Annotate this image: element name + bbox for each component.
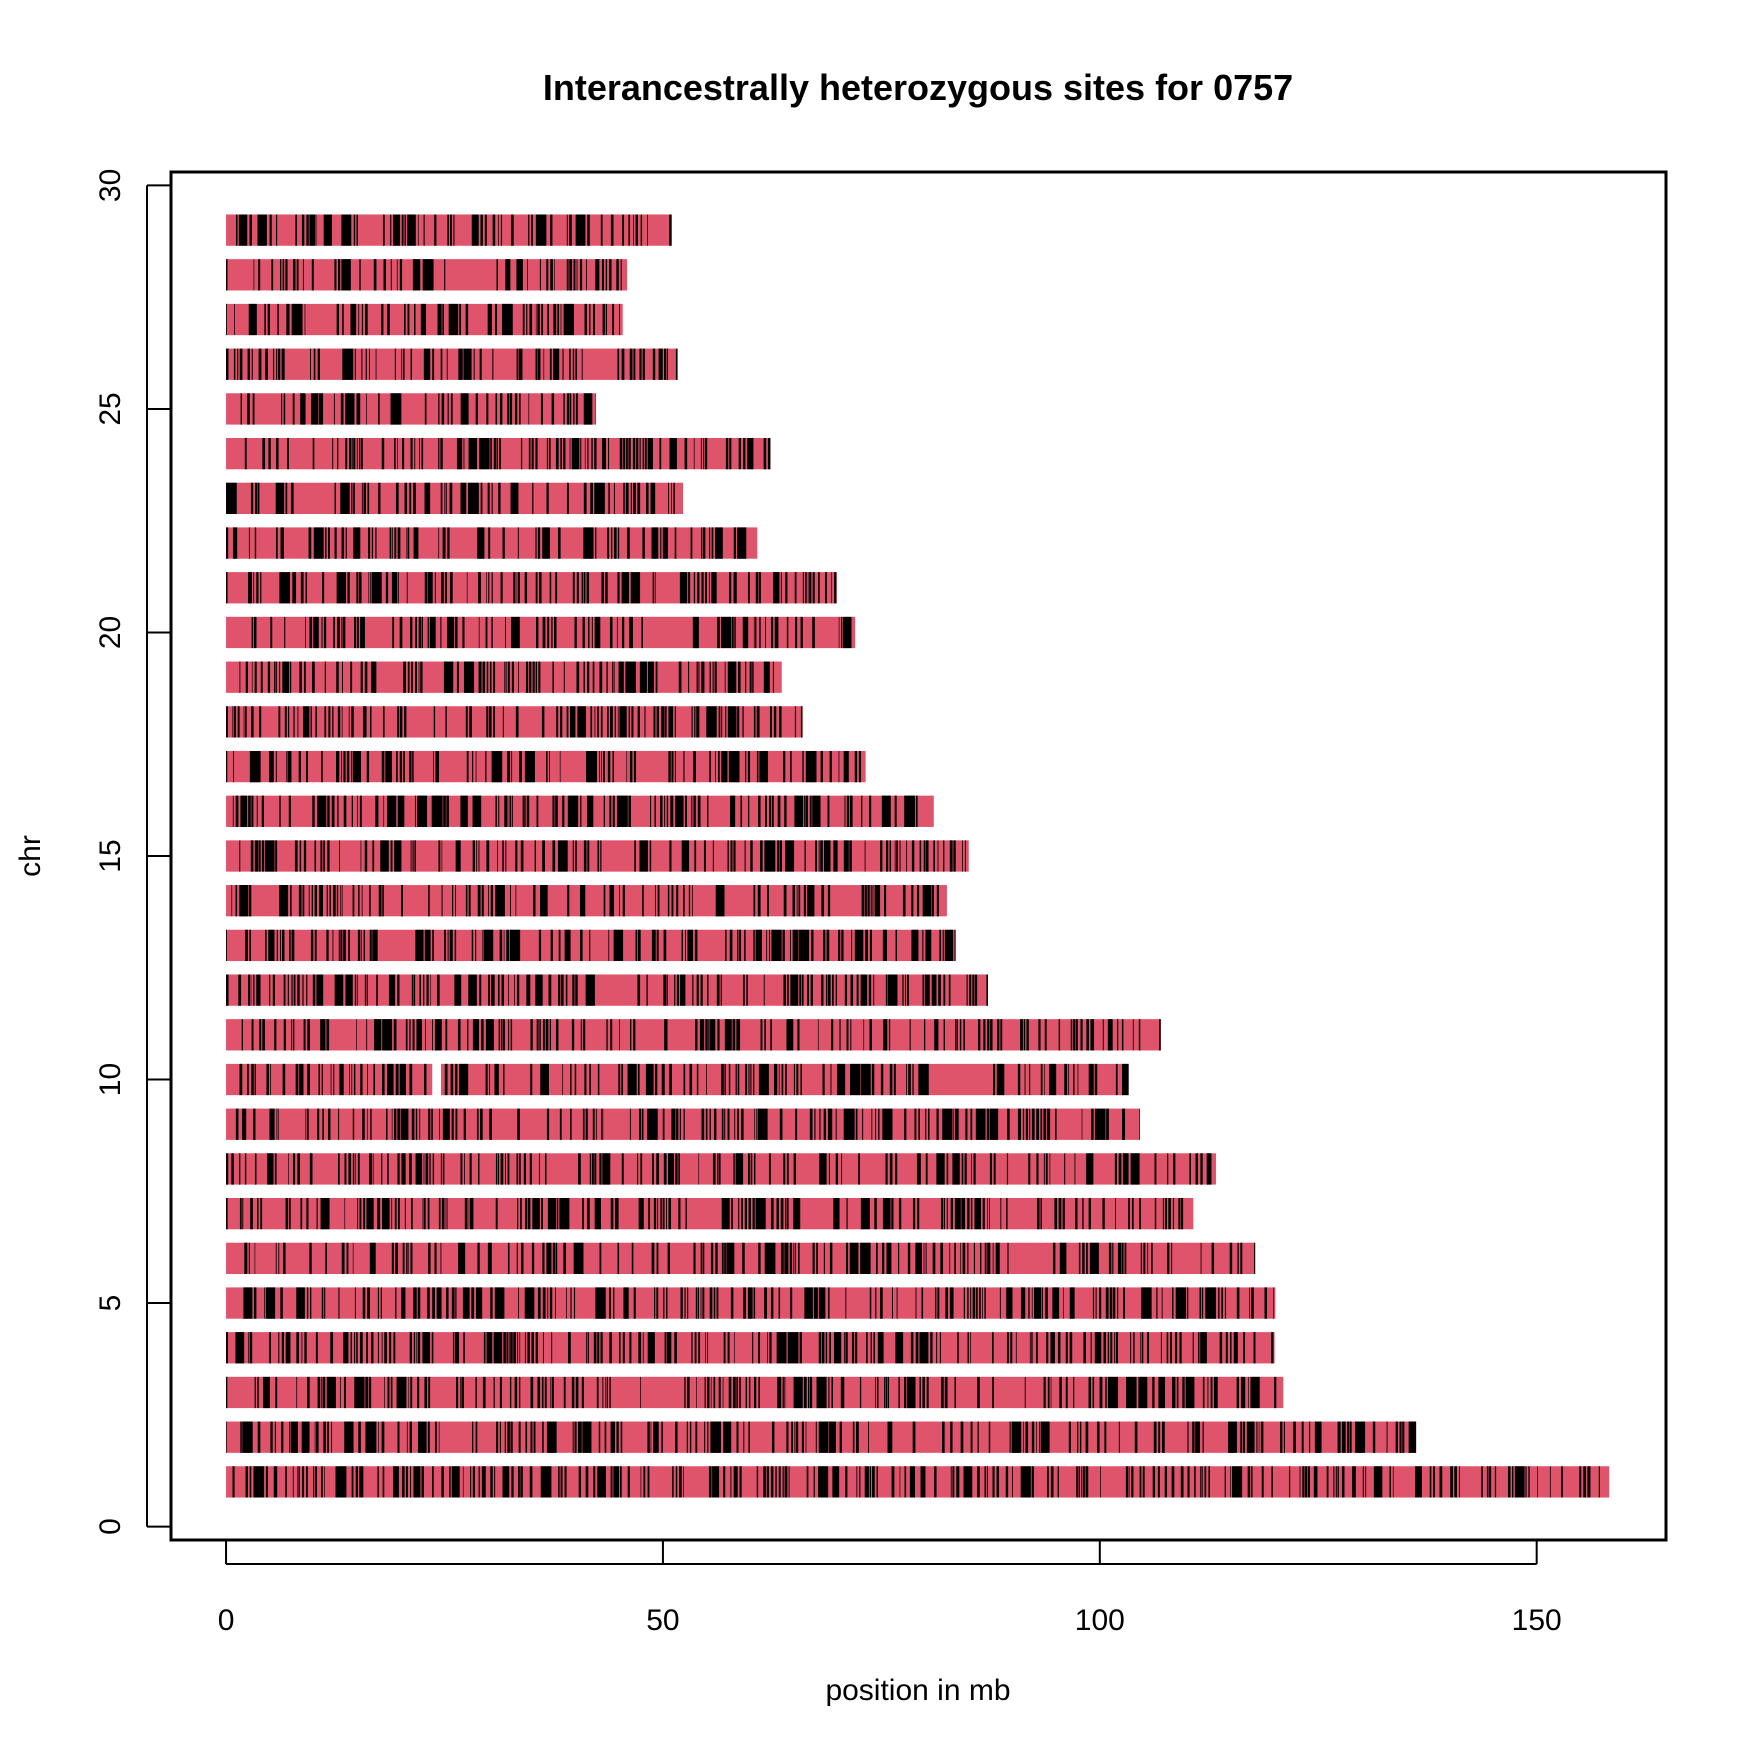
chromosome-bar-25 <box>226 393 596 425</box>
x-tick-label: 50 <box>646 1604 679 1637</box>
chromosome-sites <box>226 1332 1274 1364</box>
chromosome-bar-28 <box>226 259 628 291</box>
chromosome-bar-7 <box>226 1198 1194 1230</box>
chromosome-bar-5 <box>226 1287 1276 1319</box>
chromosome-bar-18 <box>226 706 803 738</box>
chromosome-sites <box>226 572 837 604</box>
chromosome-bars <box>226 214 1610 1498</box>
x-axis: 0 50 100 150 <box>218 1540 1562 1637</box>
chromosome-gap <box>432 1062 441 1097</box>
chromosome-sites <box>235 214 672 246</box>
chromosome-sites <box>226 303 621 336</box>
chromosome-bar-22 <box>226 527 758 559</box>
chromosome-bar-24 <box>226 438 771 470</box>
chromosome-bar-base <box>226 348 678 380</box>
chromosome-sites <box>226 348 678 380</box>
chromosome-bar-base <box>226 1153 1217 1185</box>
chromosome-bar-base <box>226 750 866 783</box>
chromosome-sites <box>243 1287 1275 1319</box>
y-tick-label: 15 <box>94 839 127 872</box>
chromosome-bar-19 <box>226 661 782 693</box>
chromosome-sites <box>239 840 966 872</box>
chromosome-bar-base <box>226 1063 1129 1096</box>
chromosome-sites <box>232 795 918 827</box>
chromosome-bar-26 <box>226 348 678 380</box>
chromosome-bar-3 <box>226 1376 1284 1409</box>
y-axis: 0 5 10 15 20 25 30 <box>94 169 171 1535</box>
chromosome-sites <box>226 750 862 783</box>
chromosome-bar-1 <box>226 1466 1610 1498</box>
chromosome-bar-14 <box>226 885 947 917</box>
chromosome-sites <box>251 616 852 649</box>
chromosome-sites <box>226 482 675 514</box>
chromosome-bar-4 <box>226 1332 1275 1364</box>
x-tick-label: 0 <box>218 1604 235 1637</box>
chromosome-sites <box>232 1466 1600 1498</box>
chromosome-bar-10 <box>226 1062 1129 1097</box>
chromosome-sites <box>244 438 771 470</box>
x-axis-label: position in mb <box>825 1674 1010 1707</box>
chromosome-sites <box>241 1019 1161 1051</box>
chromosome-bar-base <box>226 661 782 693</box>
chromosome-bar-base <box>226 438 771 470</box>
chromosome-bar-base <box>226 393 596 425</box>
chromosome-bar-21 <box>226 572 837 604</box>
chart-title: Interancestrally heterozygous sites for … <box>543 67 1293 108</box>
chromosome-bar-base <box>226 527 758 559</box>
chromosome-sites <box>226 527 758 559</box>
chromosome-bar-17 <box>226 750 866 783</box>
chromosome-bar-6 <box>226 1242 1256 1274</box>
chromosome-sites <box>226 974 988 1006</box>
chromosome-sites <box>235 1108 1140 1140</box>
chromosome-sites <box>231 885 939 917</box>
chromosome-bar-20 <box>226 616 856 649</box>
chromosome-bar-base <box>226 929 956 962</box>
chromosome-sites <box>226 1153 1212 1185</box>
y-tick-label: 20 <box>94 616 127 649</box>
chromosome-bar-base <box>226 572 837 604</box>
chromosome-bar-12 <box>226 974 988 1006</box>
y-tick-label: 0 <box>94 1518 127 1535</box>
chromosome-sites <box>226 929 956 962</box>
chromosome-bar-base <box>226 885 947 917</box>
chromosome-bar-27 <box>226 303 623 336</box>
chromosome-sites <box>239 661 774 693</box>
chromosome-bar-base <box>226 840 969 872</box>
chromosome-sites <box>226 1376 1277 1409</box>
chromosome-sites <box>240 393 596 425</box>
y-tick-label: 5 <box>94 1295 127 1312</box>
chromosome-bar-15 <box>226 840 969 872</box>
chromosome-sites <box>226 1198 1184 1230</box>
chromosome-bar-23 <box>226 482 684 514</box>
x-tick-label: 150 <box>1512 1604 1562 1637</box>
chromosome-sites <box>226 706 803 738</box>
x-tick-label: 100 <box>1075 1604 1125 1637</box>
y-tick-label: 30 <box>94 169 127 202</box>
chromosome-sites <box>226 259 622 291</box>
chromosome-bar-base <box>226 1019 1161 1051</box>
y-tick-label: 25 <box>94 392 127 425</box>
chromosome-sites <box>239 1063 1129 1096</box>
chromosome-bar-16 <box>226 795 934 827</box>
chromosome-bar-base <box>226 1242 1256 1274</box>
chromosome-bar-11 <box>226 1019 1161 1051</box>
chromosome-bar-29 <box>226 214 672 246</box>
chromosome-bar-2 <box>226 1421 1417 1453</box>
chromosome-bar-13 <box>226 929 956 962</box>
chromosome-bar-8 <box>226 1153 1217 1185</box>
chromosome-sites <box>226 1421 1417 1453</box>
y-tick-label: 10 <box>94 1063 127 1096</box>
chromosome-bar-9 <box>226 1108 1141 1140</box>
chromosome-bar-base <box>226 482 684 514</box>
chromosome-bar-base <box>226 616 856 649</box>
y-axis-label: chr <box>14 835 47 877</box>
